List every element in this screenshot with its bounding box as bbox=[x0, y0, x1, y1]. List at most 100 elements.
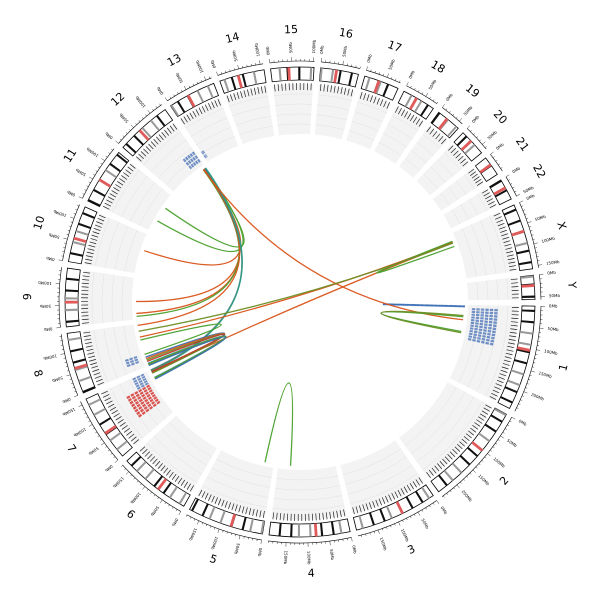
tick-mark bbox=[238, 535, 241, 540]
cytoband bbox=[109, 431, 122, 442]
tick-mark bbox=[495, 159, 498, 162]
track-line bbox=[183, 116, 188, 123]
heatmap-cell bbox=[471, 316, 475, 319]
heatmap-cell bbox=[129, 357, 134, 361]
cytoband bbox=[466, 446, 479, 457]
track-guide bbox=[110, 387, 144, 439]
track-line bbox=[378, 498, 382, 506]
cytoband bbox=[252, 71, 258, 85]
cytoband bbox=[99, 417, 112, 426]
track-bg bbox=[103, 163, 171, 230]
track-line bbox=[281, 83, 283, 91]
heatmap-cell bbox=[485, 338, 490, 342]
track-bg bbox=[271, 466, 347, 521]
heatmap-cell bbox=[127, 398, 133, 402]
track-line bbox=[233, 93, 237, 101]
tick-label: 50Mb bbox=[486, 129, 498, 140]
tick-label: 0Mb bbox=[366, 53, 373, 63]
track-guide bbox=[387, 124, 413, 140]
track-line bbox=[143, 148, 149, 155]
tick-mark bbox=[70, 216, 75, 219]
chromosome-label: 6 bbox=[124, 507, 138, 522]
track-line bbox=[174, 475, 180, 483]
track-bg bbox=[443, 188, 496, 229]
heatmap-cell bbox=[479, 325, 483, 329]
heatmap-cell bbox=[143, 406, 148, 410]
track-line bbox=[431, 467, 437, 474]
tick-mark bbox=[366, 66, 368, 71]
track-line bbox=[453, 150, 459, 156]
track-guide bbox=[437, 159, 454, 177]
tick-mark bbox=[391, 77, 393, 80]
link-arc bbox=[140, 323, 222, 355]
heatmap-cell bbox=[190, 163, 195, 168]
tick-label: 0Mb bbox=[526, 193, 536, 201]
track-line bbox=[355, 506, 359, 514]
track-line bbox=[148, 143, 154, 150]
tick-mark bbox=[189, 516, 192, 519]
heatmap-cell bbox=[474, 327, 478, 331]
tick-mark bbox=[69, 378, 72, 380]
track-guide bbox=[139, 188, 163, 226]
heatmap-cell bbox=[138, 398, 143, 403]
track-guide bbox=[480, 220, 497, 275]
tick-mark bbox=[442, 104, 445, 108]
tick-label: 50Mb bbox=[233, 543, 241, 555]
track-line bbox=[438, 135, 444, 142]
heatmap-cell bbox=[485, 308, 489, 311]
heatmap-cell bbox=[134, 381, 139, 386]
heatmap-cell bbox=[484, 317, 489, 320]
heatmap-cell bbox=[478, 331, 482, 335]
cytoband bbox=[65, 289, 79, 293]
track-bg bbox=[82, 270, 134, 326]
heatmap-cell bbox=[489, 311, 494, 315]
track-line bbox=[486, 198, 494, 203]
tick-mark bbox=[373, 531, 375, 534]
track-line bbox=[115, 416, 122, 421]
ideogram-chr bbox=[85, 393, 133, 457]
tick-axis bbox=[269, 60, 315, 64]
heatmap-cell bbox=[137, 413, 143, 418]
tick-mark bbox=[518, 403, 521, 405]
cytoband bbox=[308, 523, 312, 537]
track-guide bbox=[165, 156, 198, 186]
track-bg bbox=[346, 92, 391, 150]
tick-label: 50Mb bbox=[149, 505, 160, 517]
tick-mark bbox=[230, 533, 232, 536]
track-line bbox=[147, 453, 153, 460]
track-guide bbox=[316, 114, 347, 121]
cytoband bbox=[82, 386, 96, 394]
tick-label: 50Mb bbox=[341, 45, 348, 57]
tick-mark bbox=[533, 242, 538, 245]
cytoband bbox=[494, 408, 507, 417]
heatmap-cell bbox=[487, 329, 492, 333]
track-bg bbox=[101, 371, 174, 445]
track-guide bbox=[124, 229, 138, 272]
track-line bbox=[506, 250, 514, 254]
track-line bbox=[92, 231, 100, 235]
track-line bbox=[117, 181, 124, 186]
tick-mark bbox=[66, 374, 71, 377]
heatmap-cell bbox=[146, 393, 151, 398]
centromere bbox=[157, 478, 168, 491]
tick-label: 0Mb bbox=[440, 505, 449, 515]
track-line bbox=[81, 318, 89, 321]
heatmap-cell bbox=[473, 330, 478, 334]
track-line bbox=[439, 461, 445, 467]
heatmap-cell bbox=[189, 158, 194, 163]
tick-mark bbox=[88, 420, 91, 422]
track-line bbox=[365, 503, 369, 511]
heatmap-cell bbox=[472, 336, 477, 339]
tick-mark bbox=[86, 185, 89, 187]
tick-label: 50Mb bbox=[547, 326, 559, 332]
tile-dot bbox=[412, 303, 416, 307]
tick-mark bbox=[110, 453, 113, 455]
track-guide bbox=[440, 192, 450, 206]
heatmap-cell bbox=[477, 337, 481, 340]
centromere bbox=[74, 363, 88, 370]
cytoband bbox=[358, 515, 364, 529]
cytoband bbox=[330, 521, 335, 535]
track-guide bbox=[275, 485, 341, 491]
heatmap-cell bbox=[204, 154, 207, 158]
tick-mark bbox=[481, 460, 484, 462]
